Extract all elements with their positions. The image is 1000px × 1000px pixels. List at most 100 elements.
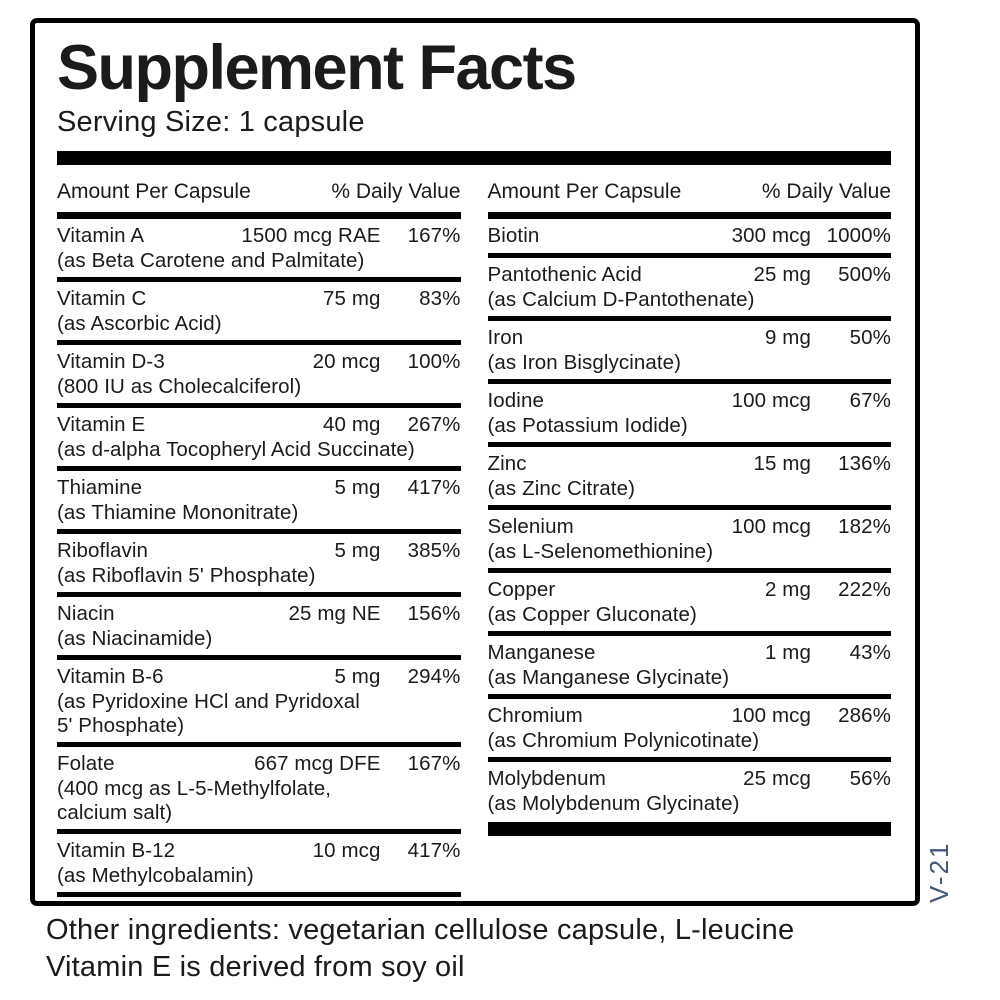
nutrient-name: Chromium xyxy=(487,704,583,727)
nutrient-source: (as Chromium Polynicotinate) xyxy=(487,729,760,752)
row-divider xyxy=(57,340,461,345)
nutrient-amount: 10 mcg xyxy=(312,839,381,862)
nutrient-name: Vitamin B-12 xyxy=(57,839,176,862)
nutrient-name: Copper xyxy=(487,578,556,601)
other-ingredients-line2: Vitamin E is derived from soy oil xyxy=(46,951,465,983)
nutrient-row-main: Iron 9 mg 50% xyxy=(488,321,892,350)
nutrient-name: Iodine xyxy=(487,389,544,412)
nutrient-row: Manganese 1 mg 43% (as Manganese Glycina… xyxy=(487,636,892,699)
panel-title: Supplement Facts xyxy=(57,33,577,103)
nutrient-name: Molybdenum xyxy=(487,767,606,790)
nutrient-row-main: Molybdenum 25 mcg 56% xyxy=(488,762,892,791)
nutrient-daily-value: 182% xyxy=(838,515,891,538)
version-code: V-21 xyxy=(924,841,954,904)
nutrient-daily-value: 167% xyxy=(407,224,461,247)
nutrient-daily-value: 156% xyxy=(407,602,461,625)
nutrient-daily-value: 56% xyxy=(849,767,891,790)
nutrient-name: Vitamin B-6 xyxy=(57,665,164,688)
nutrient-row-main: Manganese 1 mg 43% xyxy=(488,636,892,665)
nutrients-column-left: Amount Per Capsule % Daily Value Vitamin… xyxy=(57,174,461,897)
nutrient-row: Iron 9 mg 50% (as Iron Bisglycinate) xyxy=(487,321,892,384)
nutrient-amount: 5 mg xyxy=(334,476,381,499)
other-ingredients-line1: Other ingredients: vegetarian cellulose … xyxy=(46,914,795,946)
row-divider xyxy=(57,403,461,408)
nutrient-source: (as Potassium Iodide) xyxy=(487,414,688,437)
nutrient-row-main: Folate 667 mcg DFE 167% xyxy=(57,747,461,776)
top-thick-divider xyxy=(57,151,891,165)
nutrient-columns: Amount Per Capsule % Daily Value Vitamin… xyxy=(57,174,891,897)
row-divider xyxy=(57,277,461,282)
nutrient-row: Pantothenic Acid 25 mg 500% (as Calcium … xyxy=(487,258,892,321)
nutrient-daily-value: 100% xyxy=(407,350,461,373)
nutrient-source: (as L-Selenomethionine) xyxy=(487,540,714,563)
nutrient-amount: 100 mcg xyxy=(731,389,811,412)
row-divider xyxy=(487,631,891,636)
nutrient-row: Riboflavin 5 mg 385% (as Riboflavin 5' P… xyxy=(57,534,461,597)
nutrient-daily-value: 83% xyxy=(419,287,461,310)
nutrient-name: Vitamin A xyxy=(57,224,145,247)
nutrient-source: (as Riboflavin 5' Phosphate) xyxy=(57,564,316,587)
nutrient-name: Riboflavin xyxy=(57,539,149,562)
nutrient-source: (as Copper Gluconate) xyxy=(487,603,697,626)
nutrient-row: Chromium 100 mcg 286% (as Chromium Polyn… xyxy=(487,699,891,762)
nutrient-amount: 5 mg xyxy=(334,665,381,688)
row-divider xyxy=(487,379,891,384)
nutrient-row-main: Pantothenic Acid 25 mg 500% xyxy=(488,258,892,287)
row-divider xyxy=(57,655,461,660)
nutrient-daily-value: 136% xyxy=(838,452,891,475)
column-header-amount: Amount Per Capsule xyxy=(487,180,682,203)
nutrient-amount: 9 mg xyxy=(765,326,811,349)
nutrient-amount: 1500 mcg RAE xyxy=(241,224,381,247)
row-divider xyxy=(57,892,461,897)
nutrient-daily-value: 50% xyxy=(849,326,891,349)
nutrient-amount: 40 mg xyxy=(323,413,381,436)
nutrient-row-main: Vitamin D-3 20 mcg 100% xyxy=(57,345,461,374)
nutrient-row-main: Riboflavin 5 mg 385% xyxy=(57,534,461,563)
nutrient-daily-value: 167% xyxy=(407,752,461,775)
column-header-dv: % Daily Value xyxy=(331,180,461,203)
nutrient-source: (as Thiamine Mononitrate) xyxy=(57,501,299,524)
nutrient-daily-value: 385% xyxy=(407,539,461,562)
nutrients-column-right: Amount Per Capsule % Daily Value Biotin … xyxy=(487,174,892,897)
nutrient-name: Biotin xyxy=(487,224,540,247)
nutrient-daily-value: 294% xyxy=(407,665,461,688)
nutrient-source: (as Beta Carotene and Palmitate) xyxy=(57,249,365,272)
nutrient-name: Selenium xyxy=(487,515,574,538)
row-divider xyxy=(487,316,891,321)
nutrient-name: Manganese xyxy=(487,641,596,664)
nutrient-name: Vitamin E xyxy=(57,413,146,436)
nutrient-row: Selenium 100 mcg 182% (as L-Selenomethio… xyxy=(487,510,892,573)
nutrient-row-main: Vitamin A 1500 mcg RAE 167% xyxy=(57,219,461,248)
nutrient-row-main: Niacin 25 mg NE 156% xyxy=(57,597,461,626)
nutrient-amount: 2 mg xyxy=(765,578,811,601)
nutrient-name: Iron xyxy=(487,326,524,349)
nutrient-row: Vitamin A 1500 mcg RAE 167% (as Beta Car… xyxy=(57,219,461,282)
nutrient-row: Iodine 100 mcg 67% (as Potassium Iodide) xyxy=(487,384,892,447)
nutrient-name: Pantothenic Acid xyxy=(487,263,642,286)
row-divider xyxy=(487,442,891,447)
column-header-amount: Amount Per Capsule xyxy=(57,180,251,203)
serving-size: Serving Size: 1 capsule xyxy=(57,106,365,138)
nutrient-source: (as Molybdenum Glycinate) xyxy=(487,792,740,815)
header-divider xyxy=(57,212,461,219)
nutrient-source: (800 IU as Cholecalciferol) xyxy=(57,375,302,398)
nutrient-row: Copper 2 mg 222% (as Copper Gluconate) xyxy=(487,573,891,636)
nutrient-row-main: Iodine 100 mcg 67% xyxy=(488,384,892,413)
row-divider xyxy=(487,505,891,510)
nutrient-source: (as Zinc Citrate) xyxy=(487,477,636,500)
nutrient-source: (as Manganese Glycinate) xyxy=(487,666,730,689)
nutrient-row: Folate 667 mcg DFE 167% (400 mcg as L-5-… xyxy=(57,747,461,834)
nutrient-amount: 25 mg NE xyxy=(288,602,381,625)
row-divider xyxy=(57,466,461,471)
nutrient-row: Niacin 25 mg NE 156% (as Niacinamide) xyxy=(57,597,461,660)
nutrient-daily-value: 286% xyxy=(838,704,891,727)
nutrient-daily-value: 417% xyxy=(407,476,461,499)
column-header: Amount Per Capsule % Daily Value xyxy=(488,174,892,212)
row-divider xyxy=(57,592,461,597)
nutrient-row: Thiamine 5 mg 417% (as Thiamine Mononitr… xyxy=(57,471,461,534)
nutrient-amount: 25 mg xyxy=(753,263,811,286)
nutrient-row-main: Selenium 100 mcg 182% xyxy=(488,510,892,539)
row-divider xyxy=(487,253,891,258)
nutrient-name: Thiamine xyxy=(57,476,143,499)
nutrient-daily-value: 267% xyxy=(407,413,461,436)
